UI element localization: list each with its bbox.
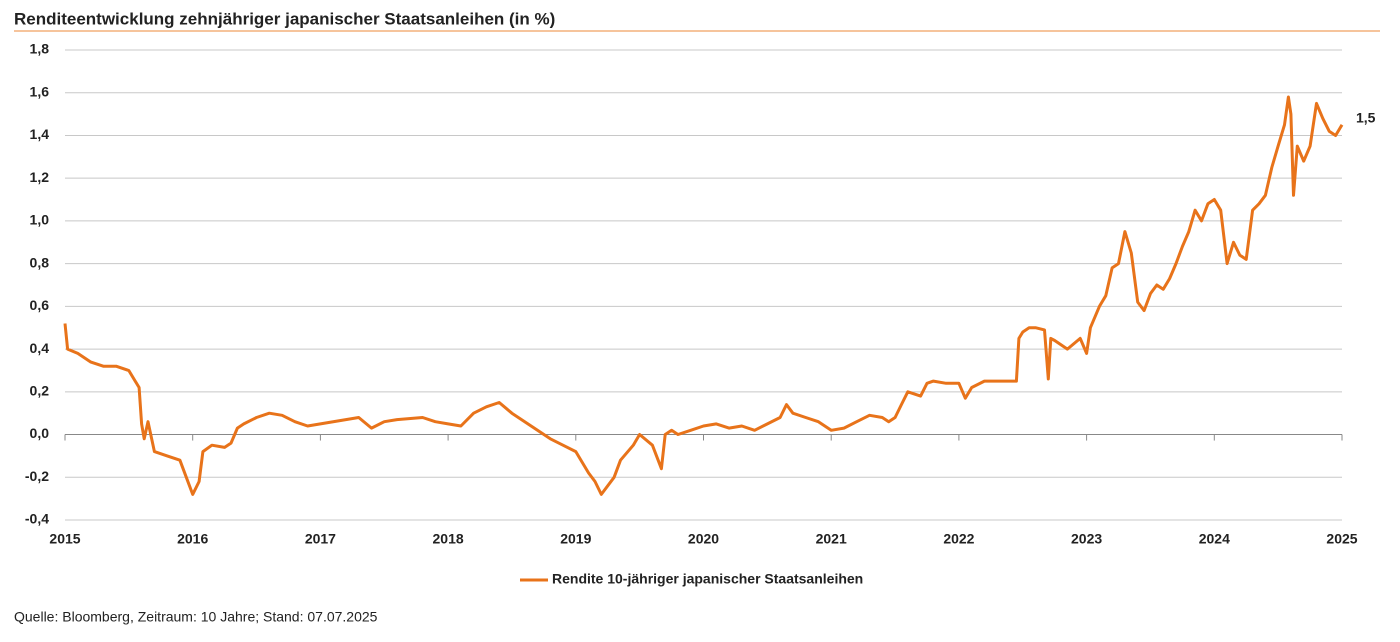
y-tick-label: -0,2 bbox=[25, 468, 49, 484]
y-tick-label: 0,2 bbox=[30, 383, 50, 399]
x-tick-label: 2022 bbox=[943, 531, 974, 547]
chart-title: Renditeentwicklung zehnjähriger japanisc… bbox=[14, 9, 555, 28]
y-tick-label: -0,4 bbox=[25, 511, 49, 527]
y-tick-label: 0,6 bbox=[30, 297, 50, 313]
x-tick-label: 2020 bbox=[688, 531, 719, 547]
y-tick-label: 0,8 bbox=[30, 254, 50, 270]
x-tick-label: 2019 bbox=[560, 531, 591, 547]
y-tick-label: 0,0 bbox=[30, 425, 50, 441]
source: Quelle: Bloomberg, Zeitraum: 10 Jahre; S… bbox=[14, 609, 378, 625]
y-tick-label: 1,2 bbox=[30, 169, 50, 185]
x-tick-label: 2024 bbox=[1199, 531, 1230, 547]
y-tick-label: 1,4 bbox=[30, 126, 50, 142]
x-tick-label: 2016 bbox=[177, 531, 208, 547]
y-tick-label: 1,0 bbox=[30, 212, 50, 228]
x-tick-label: 2023 bbox=[1071, 531, 1102, 547]
legend-label: Rendite 10-jähriger japanischer Staatsan… bbox=[552, 571, 863, 587]
x-tick-label: 2015 bbox=[49, 531, 80, 547]
x-tick-label: 2025 bbox=[1326, 531, 1357, 547]
x-tick-label: 2017 bbox=[305, 531, 336, 547]
x-tick-label: 2018 bbox=[433, 531, 464, 547]
series-line bbox=[63, 95, 1344, 496]
x-tick-label: 2021 bbox=[816, 531, 847, 547]
y-tick-label: 1,6 bbox=[30, 83, 50, 99]
end-label: 1,5 bbox=[1356, 109, 1376, 125]
y-tick-label: 0,4 bbox=[30, 340, 50, 356]
y-tick-label: 1,8 bbox=[30, 41, 50, 57]
